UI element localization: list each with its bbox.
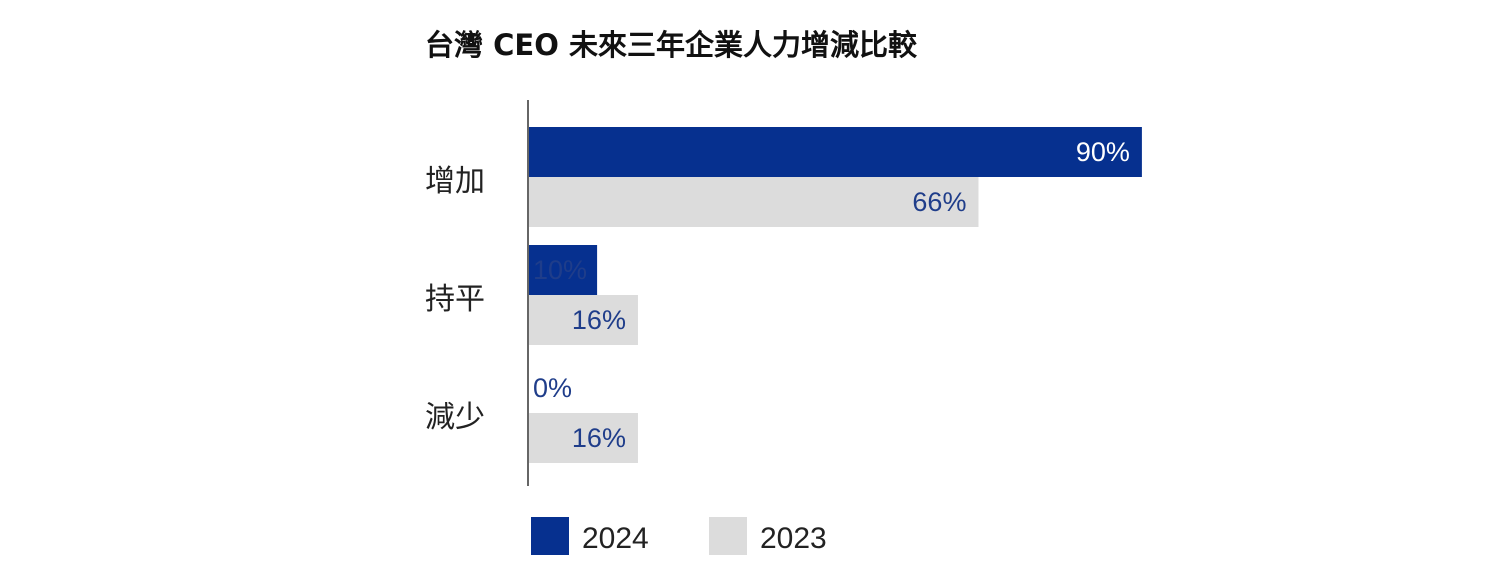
chart-title: 台灣 CEO 未來三年企業人力增減比較	[425, 28, 918, 62]
legend-swatch-2024	[531, 517, 569, 555]
category-label-2: 減少	[425, 400, 485, 435]
bar-2023-0	[529, 177, 979, 227]
bar-2024-0	[529, 127, 1142, 177]
legend-label-2023: 2023	[760, 522, 827, 555]
value-label-2024-2: 0%	[533, 373, 572, 403]
value-label-2023-1: 16%	[572, 305, 626, 335]
bar-2023-1	[529, 295, 638, 345]
value-label-2024-1: 10%	[533, 255, 587, 285]
bar-2024-1	[529, 245, 598, 295]
value-label-2023-0: 66%	[912, 187, 966, 217]
category-label-0: 增加	[425, 164, 485, 199]
legend-label-2024: 2024	[582, 522, 649, 555]
value-label-2023-2: 16%	[572, 423, 626, 453]
legend-swatch-2023	[709, 517, 747, 555]
category-label-1: 持平	[425, 282, 485, 317]
value-label-2024-0: 90%	[1076, 137, 1130, 167]
bar-2023-2	[529, 413, 638, 463]
